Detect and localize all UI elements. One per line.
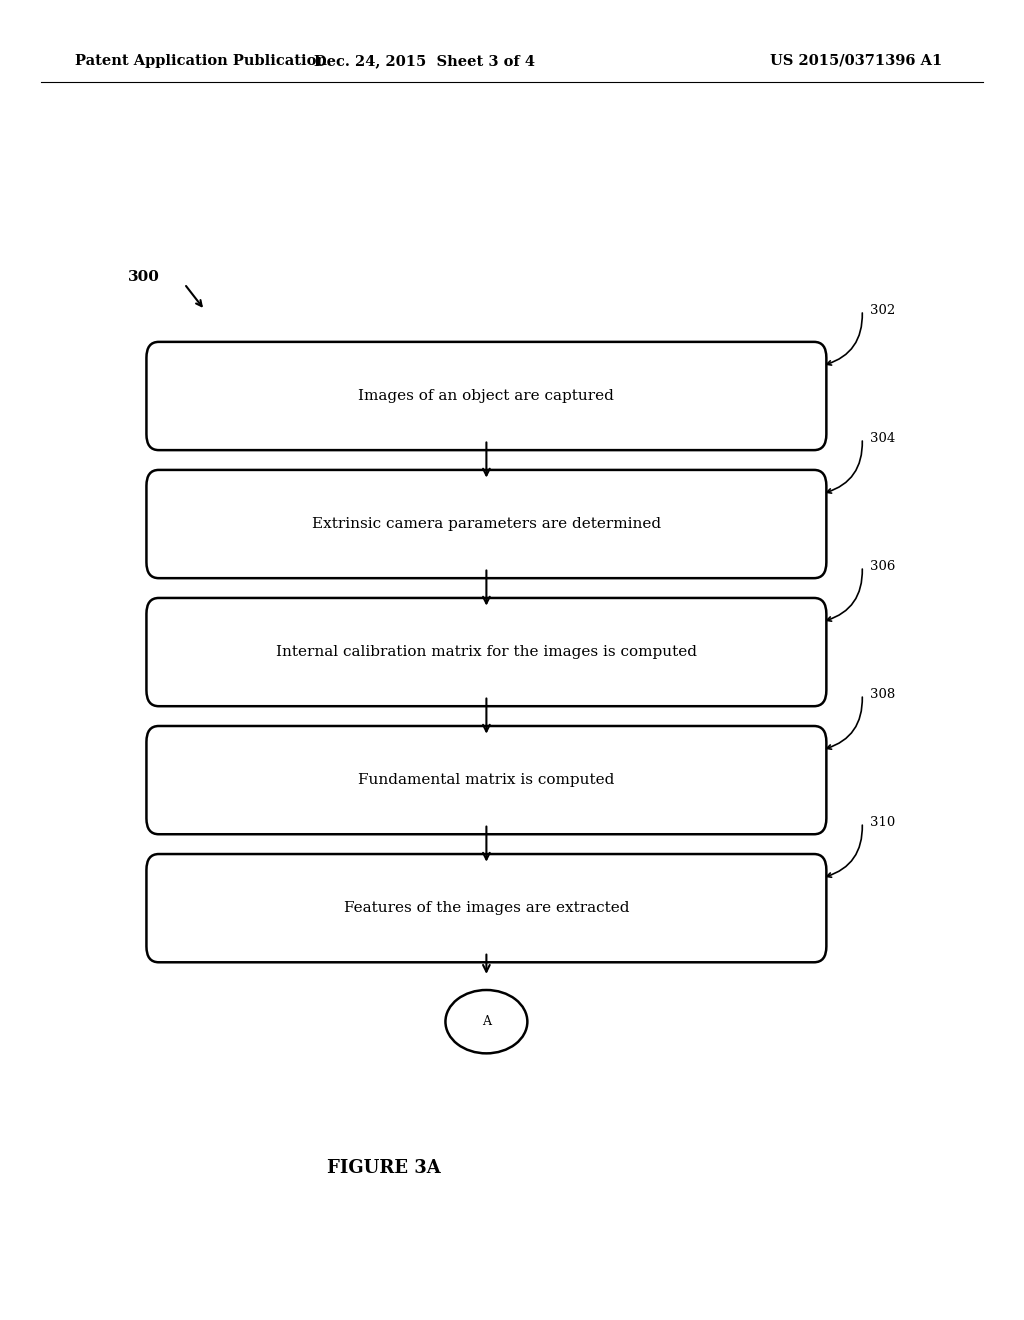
Text: Internal calibration matrix for the images is computed: Internal calibration matrix for the imag… <box>275 645 697 659</box>
Text: 304: 304 <box>870 432 896 445</box>
Text: Images of an object are captured: Images of an object are captured <box>358 389 614 403</box>
FancyBboxPatch shape <box>146 342 826 450</box>
Text: Patent Application Publication: Patent Application Publication <box>75 54 327 67</box>
Text: A: A <box>482 1015 490 1028</box>
FancyBboxPatch shape <box>146 854 826 962</box>
Ellipse shape <box>445 990 527 1053</box>
Text: Dec. 24, 2015  Sheet 3 of 4: Dec. 24, 2015 Sheet 3 of 4 <box>314 54 536 67</box>
Text: US 2015/0371396 A1: US 2015/0371396 A1 <box>770 54 942 67</box>
FancyBboxPatch shape <box>146 726 826 834</box>
Text: Fundamental matrix is computed: Fundamental matrix is computed <box>358 774 614 787</box>
Text: Features of the images are extracted: Features of the images are extracted <box>344 902 629 915</box>
Text: Extrinsic camera parameters are determined: Extrinsic camera parameters are determin… <box>312 517 660 531</box>
Text: 306: 306 <box>870 560 896 573</box>
Text: 302: 302 <box>870 304 896 317</box>
FancyBboxPatch shape <box>146 470 826 578</box>
Text: 310: 310 <box>870 816 896 829</box>
FancyBboxPatch shape <box>146 598 826 706</box>
Text: 300: 300 <box>128 271 160 284</box>
Text: 308: 308 <box>870 688 896 701</box>
Text: FIGURE 3A: FIGURE 3A <box>327 1159 441 1177</box>
